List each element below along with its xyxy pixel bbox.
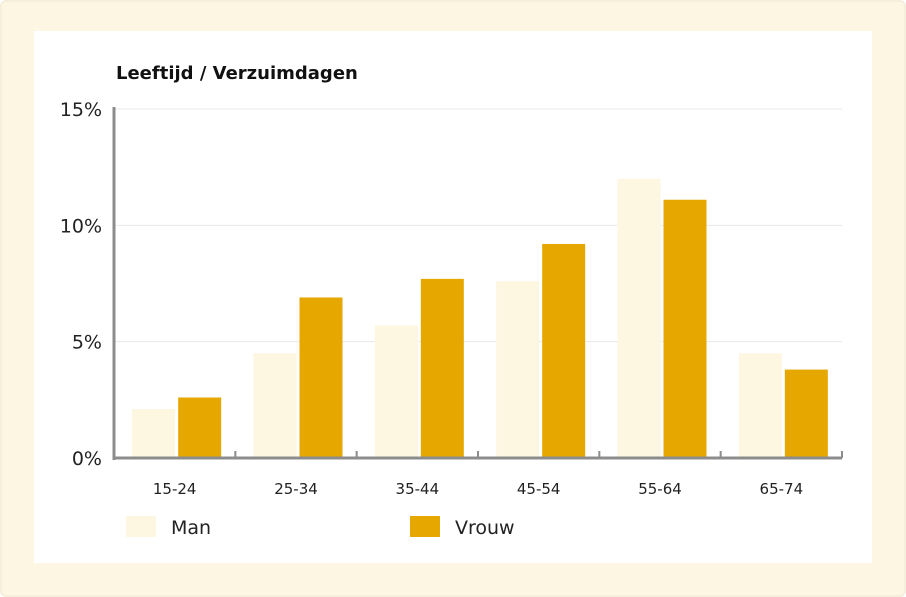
chart-title: Leeftijd / Verzuimdagen bbox=[116, 63, 358, 84]
x-tick-label: 35-44 bbox=[396, 480, 440, 498]
bar-man-45-54 bbox=[496, 281, 540, 458]
bar-vrouw-45-54 bbox=[542, 243, 586, 458]
legend: Man Vrouw bbox=[126, 516, 515, 539]
bar-man-15-24 bbox=[132, 409, 176, 458]
y-tick-label: 5% bbox=[72, 332, 102, 354]
x-tick-label: 15-24 bbox=[153, 480, 197, 498]
bars bbox=[132, 178, 828, 459]
y-tick-labels: 0% 5% 10% 15% bbox=[60, 99, 102, 470]
x-tick-label: 25-34 bbox=[274, 480, 318, 498]
gridlines bbox=[114, 108, 842, 343]
legend-swatch-vrouw bbox=[410, 516, 440, 537]
legend-label-man: Man bbox=[171, 517, 211, 539]
x-tick-label: 55-64 bbox=[638, 480, 682, 498]
axes bbox=[112, 107, 843, 460]
bar-vrouw-35-44 bbox=[420, 278, 464, 458]
bar-man-65-74 bbox=[738, 353, 782, 458]
x-tick-label: 65-74 bbox=[760, 480, 804, 498]
y-tick-label: 10% bbox=[60, 215, 102, 237]
y-tick-label: 15% bbox=[60, 99, 102, 121]
bar-vrouw-55-64 bbox=[663, 199, 707, 459]
bar-man-55-64 bbox=[617, 178, 661, 459]
bar-vrouw-15-24 bbox=[178, 397, 222, 458]
legend-swatch-man bbox=[126, 516, 156, 537]
bar-man-35-44 bbox=[374, 325, 418, 458]
legend-label-vrouw: Vrouw bbox=[455, 517, 515, 539]
bar-vrouw-65-74 bbox=[784, 369, 828, 458]
bar-vrouw-25-34 bbox=[299, 297, 343, 458]
bar-man-25-34 bbox=[253, 353, 297, 458]
x-tick-label: 45-54 bbox=[517, 480, 561, 498]
x-tick-labels: 15-24 25-34 35-44 45-54 55-64 65-74 bbox=[153, 480, 803, 498]
y-tick-label: 0% bbox=[72, 448, 102, 470]
